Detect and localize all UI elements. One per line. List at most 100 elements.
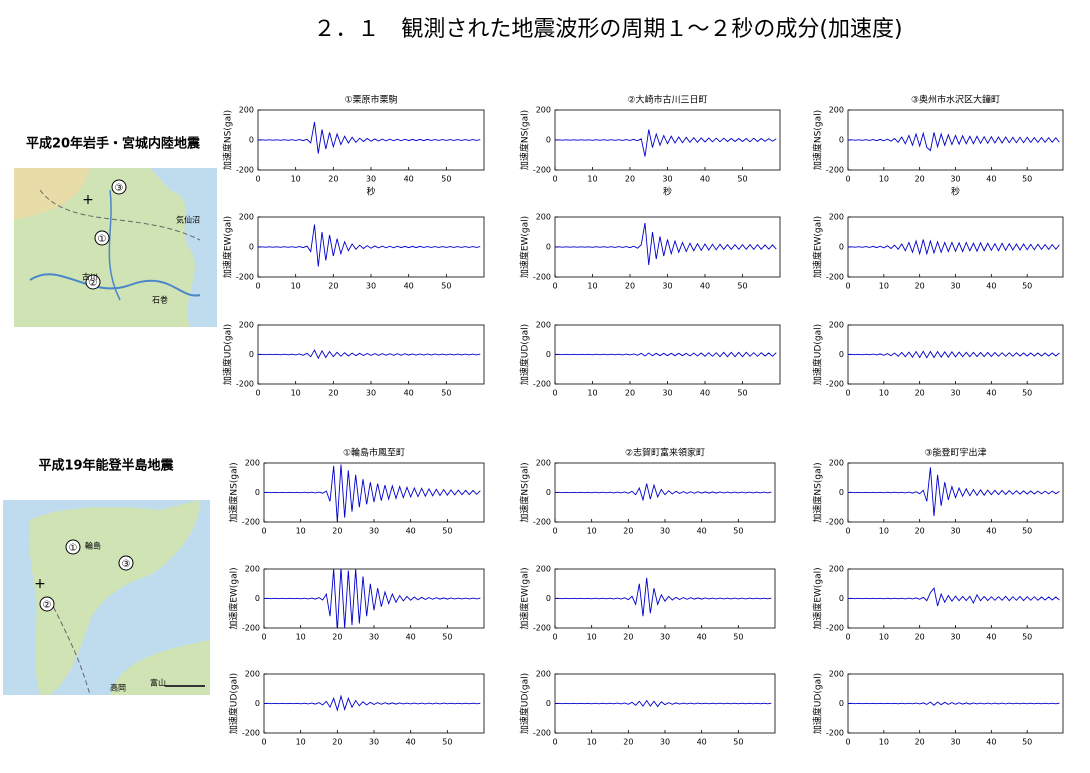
x-tick-label: 10: [291, 282, 301, 291]
waveform: [555, 483, 772, 502]
plot-area: [847, 216, 1064, 278]
y-tick-label: 0: [546, 594, 551, 603]
x-tick-label: 30: [950, 389, 960, 398]
waveform: [848, 701, 1060, 706]
x-tick-label: 20: [328, 282, 338, 291]
map-label: ①: [98, 234, 107, 245]
x-tick-label: 20: [332, 738, 342, 747]
x-tick-label: 0: [255, 175, 260, 184]
x-tick-label: 20: [915, 282, 925, 291]
y-axis-label: 加速度NS(gal): [519, 110, 531, 170]
x-tick-label: 30: [366, 282, 376, 291]
x-tick-label: 50: [737, 389, 747, 398]
x-tick-label: 20: [915, 389, 925, 398]
y-tick-label: 0: [839, 699, 844, 708]
x-tick-label: 30: [950, 738, 960, 747]
x-tick-label: 20: [328, 389, 338, 398]
y-tick-label: 200: [829, 565, 844, 574]
y-axis-label: 加速度UD(gal): [519, 324, 531, 385]
x-tick-label: 50: [441, 389, 451, 398]
map-label: ②: [89, 278, 98, 289]
x-tick-label: 10: [296, 738, 306, 747]
x-tick-label: 10: [291, 175, 301, 184]
y-tick-label: -200: [826, 729, 844, 738]
chart-title: ③能登町宇出津: [924, 447, 986, 459]
y-tick-label: 200: [829, 670, 844, 679]
x-tick-label: 10: [587, 527, 597, 536]
y-axis-label: 加速度NS(gal): [222, 110, 234, 170]
y-tick-label: -200: [242, 624, 260, 633]
x-axis-label: 秒: [663, 186, 672, 198]
x-tick-label: 0: [845, 738, 850, 747]
x-tick-label: 40: [404, 389, 414, 398]
y-tick-label: 0: [255, 594, 260, 603]
x-tick-label: 10: [296, 633, 306, 642]
map-label: ③: [122, 559, 131, 570]
x-tick-label: 0: [261, 738, 266, 747]
x-tick-label: 0: [552, 282, 557, 291]
chart-title: ①輪島市鳳至町: [343, 447, 405, 459]
x-tick-label: 20: [625, 175, 635, 184]
x-tick-label: 10: [291, 389, 301, 398]
x-tick-label: 30: [662, 175, 672, 184]
map-label: 気仙沼: [176, 215, 200, 225]
y-tick-label: -200: [826, 273, 844, 282]
x-tick-label: 0: [845, 633, 850, 642]
y-axis-label: 加速度UD(gal): [812, 673, 824, 734]
y-axis-label: 加速度NS(gal): [519, 462, 531, 522]
y-axis-label: 加速度NS(gal): [228, 462, 240, 522]
x-axis-label: 秒: [951, 186, 960, 198]
x-tick-label: 0: [552, 389, 557, 398]
y-tick-label: 200: [536, 459, 551, 468]
y-tick-label: 200: [245, 459, 260, 468]
x-tick-label: 10: [879, 389, 889, 398]
x-tick-label: 0: [552, 527, 557, 536]
x-tick-label: 40: [406, 738, 416, 747]
y-tick-label: -200: [242, 518, 260, 527]
x-tick-label: 0: [552, 738, 557, 747]
waveform: [264, 464, 481, 522]
y-tick-label: 0: [839, 594, 844, 603]
y-tick-label: 200: [239, 321, 254, 330]
x-tick-label: 20: [332, 633, 342, 642]
x-tick-label: 40: [700, 175, 710, 184]
x-tick-label: 10: [879, 282, 889, 291]
y-tick-label: 200: [829, 106, 844, 115]
y-tick-label: 200: [536, 213, 551, 222]
waveform: [555, 577, 772, 617]
waveform: [555, 699, 772, 708]
waveform: [258, 121, 481, 154]
y-tick-label: 200: [245, 670, 260, 679]
map-label: 富山: [150, 678, 166, 688]
y-tick-label: 0: [546, 699, 551, 708]
waveform: [264, 694, 481, 712]
y-axis-label: 加速度NS(gal): [812, 462, 824, 522]
event-name: 平成20年岩手・宮城内陸地震: [26, 136, 201, 152]
x-tick-label: 40: [986, 738, 996, 747]
y-tick-label: 0: [546, 350, 551, 359]
x-tick-label: 50: [442, 527, 452, 536]
x-tick-label: 50: [733, 738, 743, 747]
y-tick-label: 200: [536, 321, 551, 330]
chart-title: ②志賀町富来領家町: [625, 447, 705, 459]
x-tick-label: 50: [737, 175, 747, 184]
y-tick-label: 200: [829, 321, 844, 330]
x-tick-label: 0: [261, 527, 266, 536]
x-tick-label: 40: [406, 633, 416, 642]
x-tick-label: 40: [404, 175, 414, 184]
x-tick-label: 20: [625, 282, 635, 291]
x-tick-label: 30: [366, 175, 376, 184]
y-tick-label: 0: [546, 488, 551, 497]
x-axis-label: 秒: [366, 186, 375, 198]
x-tick-label: 0: [845, 389, 850, 398]
x-tick-label: 40: [986, 527, 996, 536]
waveform: [555, 351, 777, 358]
x-tick-label: 50: [442, 633, 452, 642]
event-name: 平成19年能登半島地震: [38, 458, 174, 474]
plot-area: [847, 324, 1064, 385]
x-tick-label: 50: [1022, 527, 1032, 536]
waveform: [555, 222, 777, 266]
y-tick-label: 0: [839, 136, 844, 145]
